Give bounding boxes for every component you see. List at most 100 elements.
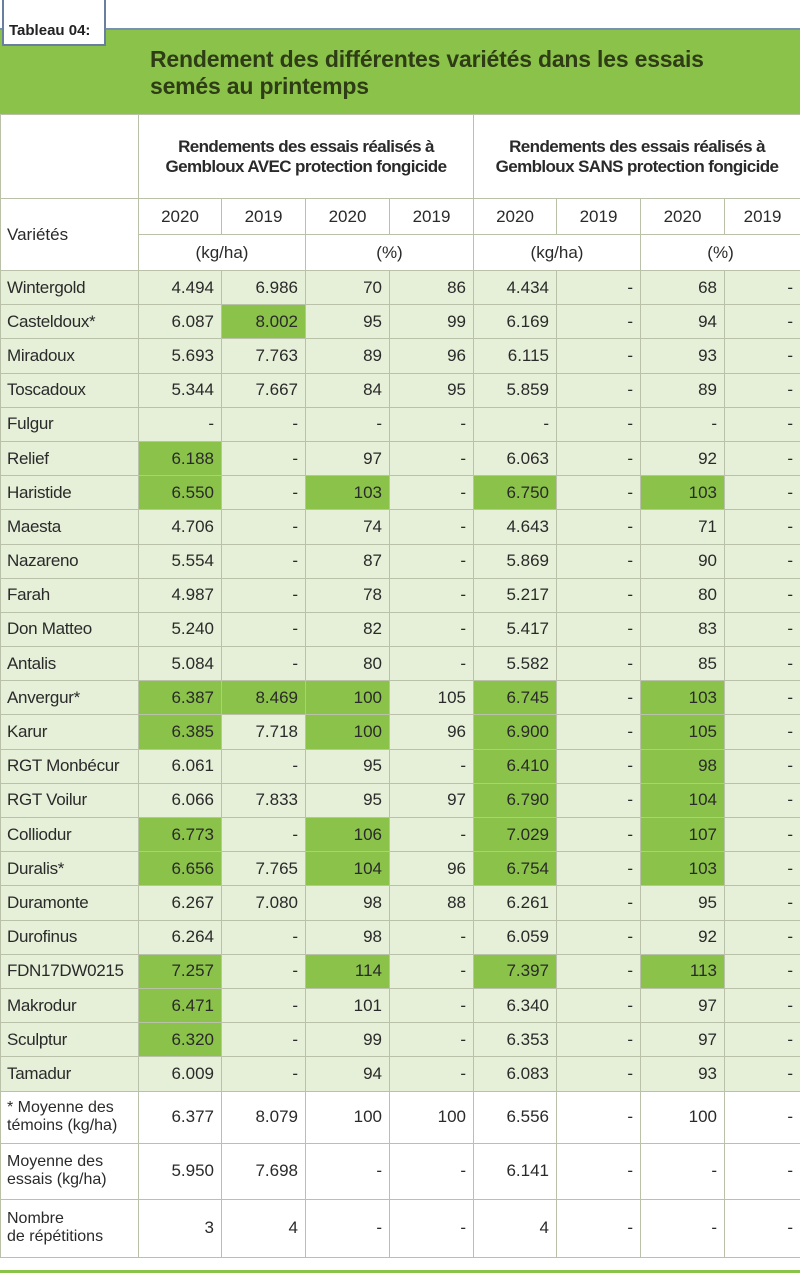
unit-header-kg: (kg/ha)	[473, 234, 642, 271]
table-cell: -	[388, 440, 475, 477]
table-cell: 88	[388, 885, 475, 921]
table-row: Duramonte 6.267 7.080 98 88 6.261-95-	[0, 885, 800, 921]
table-cell: 103	[640, 475, 726, 511]
table-cell: -	[724, 646, 800, 682]
summary-label-line: Nombre	[7, 1210, 64, 1227]
table-row: RGT Monbécur 6.061-95-6.410-98-	[0, 748, 800, 784]
table-cell: -	[388, 577, 475, 613]
table-cell: 6.745	[473, 680, 558, 716]
table-cell: -	[556, 577, 642, 613]
table-cell: -	[724, 1022, 800, 1058]
table-cell: 5.554	[138, 543, 222, 579]
table-cell: 4.434	[473, 269, 558, 306]
table-cell: 97	[388, 782, 475, 819]
table-cell: 6.087	[138, 304, 222, 340]
summary-cell: -	[640, 1142, 726, 1200]
table-cell: -	[724, 885, 800, 921]
table-cell: 6.773	[138, 816, 222, 853]
table-cell: -	[221, 1056, 306, 1092]
table-cell: -	[724, 372, 800, 408]
table-cell: 8.469	[221, 680, 306, 716]
table-row: Haristide 6.550-103-6.750-103-	[0, 475, 800, 511]
year-header: 2019	[221, 198, 306, 235]
table-cell: 105	[388, 680, 475, 716]
table-cell: 93	[640, 338, 726, 374]
table-cell: 5.859	[473, 372, 558, 408]
table-row: Duralis* 6.656 7.765 104 96 6.754-103-	[0, 851, 800, 887]
summary-cell: -	[556, 1090, 642, 1144]
table-cell: -	[556, 338, 642, 374]
unit-header-pct: (%)	[304, 234, 475, 271]
variety-name: Casteldoux*	[0, 304, 139, 340]
variety-name: Tamadur	[0, 1056, 139, 1092]
summary-label-line: essais (kg/ha)	[7, 1171, 107, 1188]
table-cell: -	[556, 714, 642, 750]
table-cell: 6.115	[473, 338, 558, 374]
table-cell: 5.217	[473, 577, 558, 613]
table-cell: 6.340	[473, 987, 558, 1024]
table-cell: -	[724, 816, 800, 853]
table-cell: -	[556, 646, 642, 682]
table-cell: 104	[640, 782, 726, 819]
table-cell: 99	[388, 304, 475, 340]
table-cell: -	[556, 782, 642, 819]
summary-cell: 8.079	[221, 1090, 306, 1144]
table-cell: 80	[640, 577, 726, 613]
table-cell: -	[556, 851, 642, 887]
table-cell: 100	[305, 714, 390, 750]
table-row: Fulgur - - - - - - - -	[0, 406, 800, 442]
summary-cell: 6.377	[138, 1090, 222, 1144]
table-body: Wintergold 4.494 6.986 70 86 4.434-68- Casteld…	[0, 269, 800, 1092]
table-row: Don Matteo 5.240-82-5.417-83-	[0, 611, 800, 648]
year-header: 2020	[138, 198, 222, 235]
variety-name: Sculptur	[0, 1022, 139, 1058]
year-header: 2020	[640, 198, 726, 235]
table-cell: 7.397	[473, 953, 558, 989]
table-cell: 106	[305, 816, 390, 853]
table-cell: -	[388, 953, 475, 989]
table-row: Casteldoux* 6.087 8.002 95 99 6.169-94-	[0, 304, 800, 340]
table-cell: 7.080	[221, 885, 306, 921]
variety-name: Nazareno	[0, 543, 139, 579]
table-cell: 6.063	[473, 440, 558, 477]
table-row: FDN17DW0215 7.257-114-7.397-113-	[0, 953, 800, 989]
table-cell: 96	[388, 338, 475, 374]
table-cell: 95	[305, 304, 390, 340]
table-cell: -	[724, 680, 800, 716]
table-cell: 6.471	[138, 987, 222, 1024]
summary-cell: -	[556, 1198, 642, 1258]
summary-label-line: témoins (kg/ha)	[7, 1117, 118, 1134]
table-row: Miradoux 5.693 7.763 89 96 6.115-93-	[0, 338, 800, 374]
year-header: 2020	[473, 198, 558, 235]
table-cell: 7.833	[221, 782, 306, 819]
summary-cell: -	[724, 1142, 800, 1200]
table-cell: -	[473, 406, 558, 442]
table-cell: -	[724, 475, 800, 511]
bottom-rule	[0, 1270, 800, 1273]
table-cell: 8.002	[221, 304, 306, 340]
table-cell: -	[221, 1022, 306, 1058]
table-cell: -	[388, 611, 475, 648]
table-cell: 90	[640, 543, 726, 579]
summary-cell: 6.556	[473, 1090, 558, 1144]
table-cell: 99	[305, 1022, 390, 1058]
table-cell: 96	[388, 714, 475, 750]
table-cell: -	[556, 987, 642, 1024]
table-cell: -	[221, 509, 306, 545]
table-cell: -	[221, 646, 306, 682]
table-cell: -	[221, 577, 306, 613]
table-cell: 97	[640, 987, 726, 1024]
table-cell: -	[556, 509, 642, 545]
summary-label-line: de répétitions	[7, 1228, 104, 1245]
table-cell: 4.987	[138, 577, 222, 613]
summary-cell: 4	[221, 1198, 306, 1258]
group-header-sans-label: Rendements des essais réalisés à Gemblou…	[495, 136, 779, 176]
table-cell: -	[724, 440, 800, 477]
table-row: Relief 6.188-97-6.063-92-	[0, 440, 800, 477]
table-cell: -	[556, 269, 642, 306]
table-cell: 6.353	[473, 1022, 558, 1058]
table-cell: -	[556, 372, 642, 408]
table-cell: 7.718	[221, 714, 306, 750]
table-row: Antalis 5.084-80-5.582-85-	[0, 646, 800, 682]
table-row: Nazareno 5.554-87-5.869-90-	[0, 543, 800, 579]
